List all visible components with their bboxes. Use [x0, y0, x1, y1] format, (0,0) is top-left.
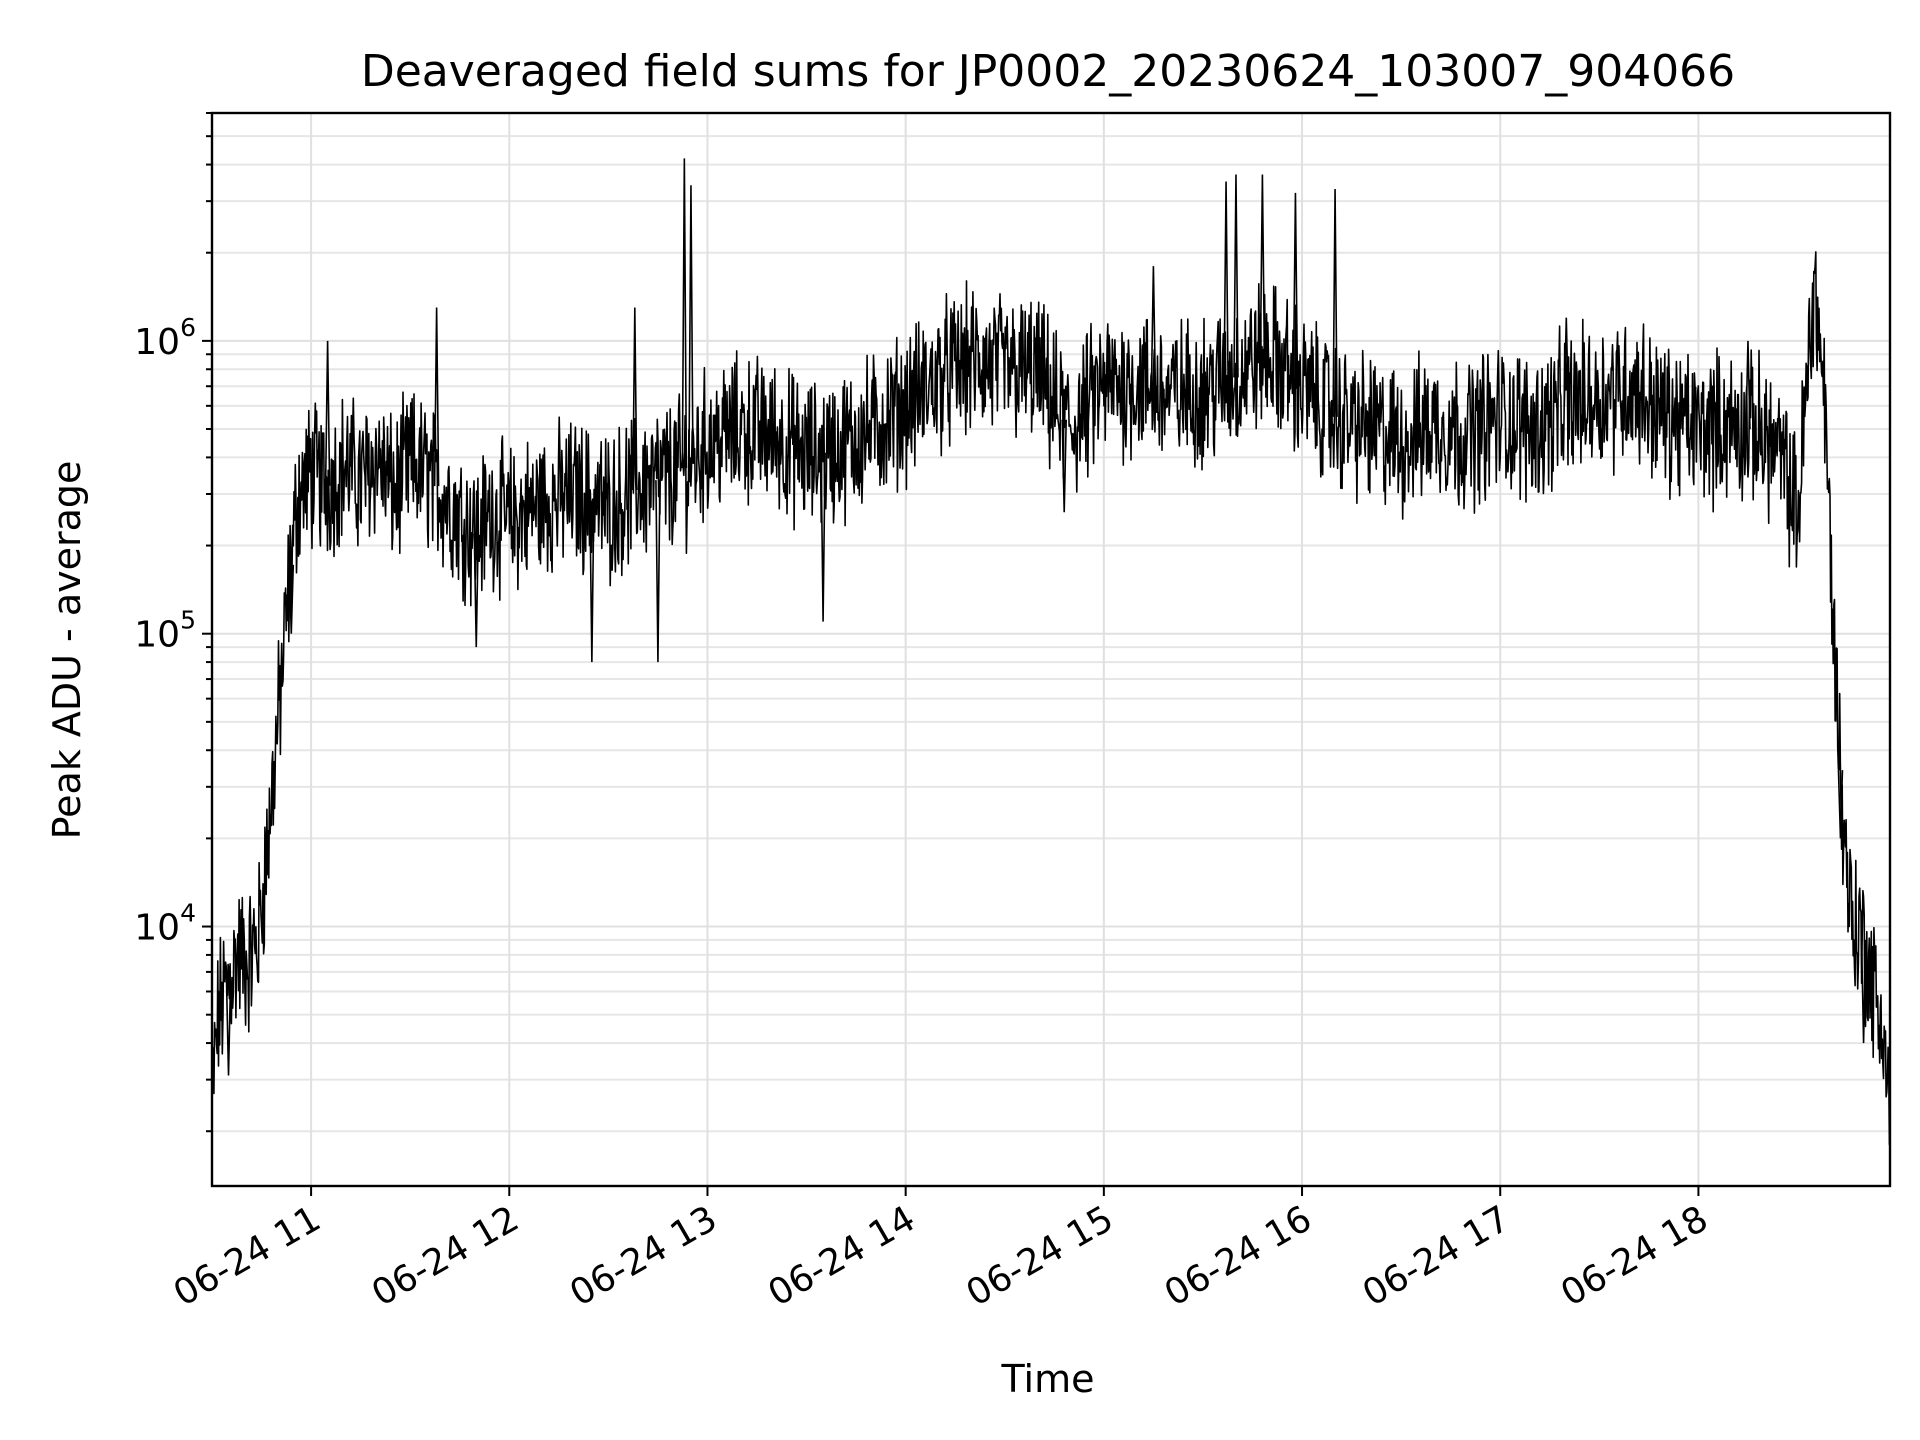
x-axis-label: Time [1001, 1357, 1095, 1401]
series-spike [1233, 174, 1239, 378]
series-spike [1223, 181, 1229, 382]
series-spike [324, 340, 331, 486]
series-spike [1563, 317, 1570, 406]
y-tick-label-exponent: 4 [180, 899, 196, 928]
series-spike [1837, 770, 1844, 839]
y-tick-label: 106 [134, 313, 196, 363]
series-line [211, 251, 1891, 1146]
series-spike [1061, 419, 1068, 513]
series-spike [433, 307, 440, 487]
series-spike [1745, 340, 1751, 430]
spike-layer [225, 158, 1867, 1076]
series-spike [655, 480, 661, 663]
chart-title: Deaveraged field sums for JP0002_2023062… [361, 46, 1735, 97]
series-spike [1292, 192, 1299, 380]
y-tick-label-base: 10 [134, 615, 180, 656]
series-spike [1259, 174, 1266, 358]
y-tick-label: 104 [134, 899, 196, 949]
series-spike [288, 564, 295, 634]
series-spike [632, 307, 638, 491]
series-spike [1860, 939, 1867, 1044]
plot-frame [210, 111, 1892, 1188]
y-tick-label-exponent: 5 [180, 606, 196, 635]
y-tick-label-base: 10 [134, 908, 180, 949]
series-spike [688, 185, 694, 464]
series-spike [589, 500, 595, 663]
series-spike [820, 452, 826, 622]
y-axis-label: Peak ADU - average [45, 461, 89, 840]
y-tick-label-exponent: 6 [180, 313, 196, 342]
series-spike [1332, 189, 1338, 417]
y-tick-label: 105 [134, 606, 196, 656]
series-spike [473, 533, 480, 648]
y-tick-label-base: 10 [134, 322, 180, 363]
series-spike [1150, 266, 1157, 390]
series-spike [681, 158, 688, 469]
series-spike [225, 981, 232, 1076]
